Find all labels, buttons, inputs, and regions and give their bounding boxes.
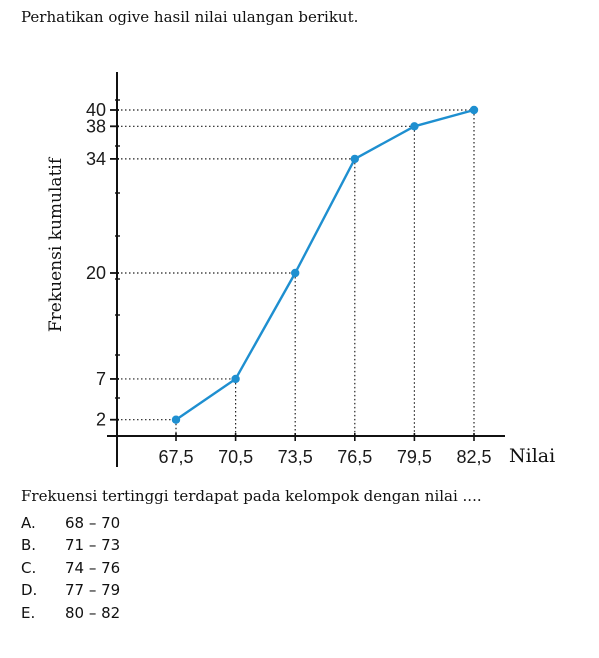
data-point (231, 374, 240, 384)
option-e[interactable]: E. 80 – 82 (21, 602, 120, 624)
option-letter: B. (21, 536, 37, 555)
intro-text: Perhatikan ogive hasil nilai ulangan ber… (21, 8, 359, 26)
ogive-line (175, 108, 475, 421)
y-tick-label: 34 (86, 149, 106, 169)
x-tick-label: 70,5 (218, 447, 253, 467)
y-axis-title: Frekuensi kumulatif (46, 156, 66, 332)
x-axis-title: Nilai (509, 445, 555, 467)
data-point (469, 105, 479, 115)
option-text: 68 – 70 (65, 514, 121, 532)
y-tick-label: 38 (86, 116, 106, 136)
answer-options: A. 68 – 70 B. 71 – 73 C. 74 – 76 D. 77 – 79 … (21, 512, 120, 624)
option-letter: C. (21, 558, 37, 577)
data-point (171, 415, 181, 424)
option-text: 71 – 73 (65, 536, 121, 555)
x-tick-label: 67,5 (158, 447, 193, 467)
data-point (350, 154, 359, 164)
option-text: 74 – 76 (65, 558, 121, 577)
ogive-chart: Frekuensi kumulatif Nilai 2 67,5 7 70,5 20 73… (46, 72, 555, 467)
y-tick-label: 7 (96, 369, 106, 389)
x-tick-label: 73,5 (278, 447, 313, 467)
question-text: Frekuensi tertinggi terdapat pada kelomp… (21, 487, 482, 505)
option-text: 77 – 79 (65, 581, 121, 600)
y-tick-label: 40 (86, 100, 106, 120)
option-c[interactable]: C. 74 – 76 (21, 557, 120, 579)
y-tick-label: 20 (86, 263, 106, 283)
option-letter: A. (21, 514, 36, 532)
y-tick-label: 2 (96, 410, 106, 430)
option-letter: E. (21, 603, 36, 622)
x-tick-label: 82,5 (456, 447, 491, 467)
option-b[interactable]: B. 71 – 73 (21, 534, 120, 556)
x-tick-label: 79,5 (397, 447, 432, 467)
x-tick-label: 76,5 (337, 447, 372, 467)
option-text: 80 – 82 (65, 603, 121, 622)
data-point (410, 122, 419, 131)
data-point (291, 268, 300, 278)
option-a[interactable]: A. 68 – 70 (21, 512, 120, 534)
option-d[interactable]: D. 77 – 79 (21, 579, 120, 601)
option-letter: D. (21, 581, 38, 600)
